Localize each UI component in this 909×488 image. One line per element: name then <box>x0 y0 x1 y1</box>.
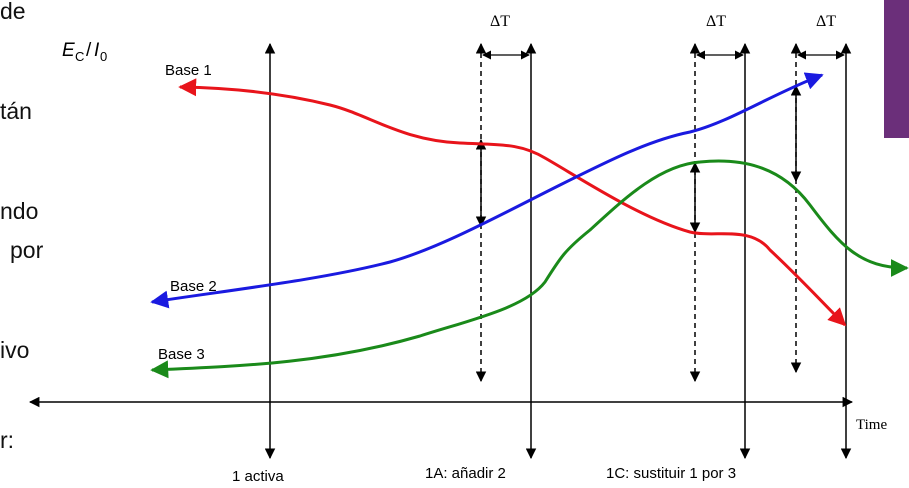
event-label-3: 1C: sustituir 1 por 3 <box>606 465 736 482</box>
curve-base-2 <box>150 72 824 309</box>
label-base-1: Base 1 <box>165 62 212 79</box>
svg-text:C: C <box>75 49 84 64</box>
label-base-2: Base 2 <box>170 278 217 295</box>
delta-label-2: ΔT <box>706 13 726 30</box>
svg-text:E: E <box>62 40 75 61</box>
svg-text:I: I <box>94 40 100 61</box>
event-label-1: 1 activa <box>232 468 284 485</box>
svg-text:0: 0 <box>100 49 107 64</box>
text-fragment-5: ivo <box>0 337 30 363</box>
curve-base-3 <box>150 159 909 379</box>
side-color-block <box>884 0 909 138</box>
y-axis-label: E C / I 0 <box>62 40 107 64</box>
label-base-3: Base 3 <box>158 346 205 363</box>
delta-label-3: ΔT <box>816 13 836 30</box>
time-axis-label: Time <box>856 417 887 433</box>
text-fragment-6: r: <box>0 427 15 453</box>
event-label-2: 1A: añadir 2 <box>425 465 506 482</box>
text-fragment-2: tán <box>0 98 32 124</box>
svg-text:/: / <box>86 40 92 61</box>
text-fragment-3: ndo <box>0 198 39 224</box>
delta-label-1: ΔT <box>490 13 510 30</box>
text-fragment-4: por <box>10 237 44 263</box>
text-fragment-1: de <box>0 0 26 24</box>
